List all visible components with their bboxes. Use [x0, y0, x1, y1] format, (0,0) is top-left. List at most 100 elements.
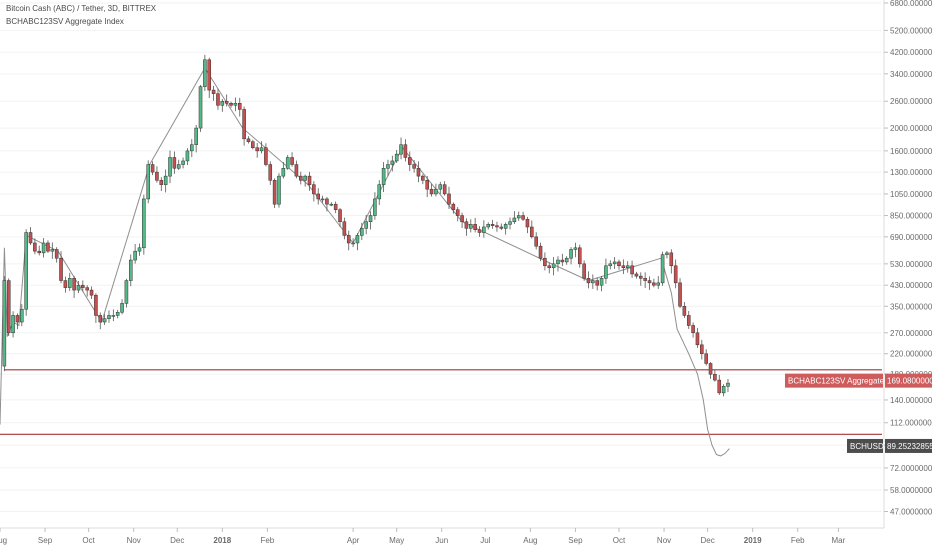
x-tick-label: Mar — [832, 536, 846, 545]
candle-body — [33, 242, 37, 252]
candle-body — [621, 265, 626, 269]
candle-body — [181, 160, 185, 165]
candle-body — [399, 144, 403, 155]
candle-body — [294, 164, 299, 177]
candle-body — [168, 157, 172, 177]
price-label-value: 169.08000000 — [887, 377, 932, 386]
x-tick-label: Oct — [613, 536, 626, 545]
candle-body — [551, 263, 556, 269]
x-tick-label: Aug — [0, 536, 7, 545]
candle-body — [669, 252, 674, 267]
candle-body — [50, 249, 55, 252]
candle-body — [490, 224, 495, 226]
price-label-name-box — [847, 438, 883, 453]
candle-body — [538, 245, 543, 259]
price-label-name: BCHABC123SV Aggregate Index — [788, 377, 906, 386]
candle-body — [455, 209, 460, 216]
candle-body — [242, 109, 246, 140]
candle-body — [717, 379, 722, 394]
candle-body — [429, 188, 434, 195]
candle-body — [499, 226, 504, 229]
candle-body — [303, 175, 307, 181]
candle-body — [307, 175, 312, 185]
candle-body — [442, 184, 447, 195]
x-tick-label: Nov — [657, 536, 671, 545]
candle-body — [377, 184, 382, 200]
candle-body — [412, 164, 416, 169]
candle-body — [381, 168, 386, 185]
candle-body — [486, 224, 490, 228]
candle-body — [41, 242, 46, 254]
candle-body — [229, 102, 233, 106]
candle-body — [312, 184, 316, 195]
chart-grid — [0, 2, 882, 513]
candle-body — [155, 171, 159, 181]
candle-body — [577, 247, 582, 265]
candle-body — [473, 224, 477, 230]
candle-body — [547, 265, 552, 269]
candle-body — [264, 147, 268, 165]
candle-body — [660, 254, 665, 284]
y-tick-label: 72.00000000 — [890, 464, 932, 473]
candle-body — [137, 247, 142, 252]
candle-body — [338, 209, 342, 222]
candle-body — [15, 315, 20, 323]
candle-body — [686, 315, 691, 326]
x-tick-label: Aug — [523, 536, 537, 545]
candle-body — [185, 150, 190, 162]
candle-body — [434, 188, 438, 195]
candle-body — [617, 261, 621, 267]
candle-body — [290, 157, 294, 165]
candle-body — [277, 175, 281, 205]
candle-body — [20, 308, 24, 323]
candle-body — [72, 278, 76, 291]
candle-body — [560, 259, 565, 263]
x-tick-label: Feb — [791, 536, 805, 545]
x-tick-label: Feb — [260, 536, 274, 545]
candle-body — [24, 232, 28, 310]
plot-area — [0, 54, 882, 457]
candle-body — [333, 203, 338, 210]
candle-body — [146, 164, 150, 200]
candle-body — [233, 102, 238, 106]
x-tick-label: Sep — [568, 536, 583, 545]
candle-body — [647, 280, 652, 284]
candle-body — [63, 280, 68, 288]
candle-body — [251, 141, 255, 148]
candle-body — [133, 250, 137, 261]
y-tick-label: 5200.00000000 — [890, 26, 932, 35]
candle-body — [451, 203, 456, 210]
x-tick-label: May — [389, 536, 404, 545]
candle-body — [394, 153, 399, 162]
candle-body — [89, 289, 94, 296]
price-label-value-box — [885, 438, 932, 453]
candle-body — [634, 273, 639, 277]
y-tick-label: 220.00000000 — [890, 350, 932, 359]
y-tick-label: 140.00000000 — [890, 396, 932, 405]
candle-body — [630, 265, 634, 275]
candle-body — [599, 278, 604, 286]
candle-body — [120, 303, 124, 313]
candle-body — [67, 278, 72, 288]
candle-body — [224, 100, 229, 104]
y-tick-label: 1050.00000000 — [890, 190, 932, 199]
candle-body — [390, 160, 395, 165]
candle-body — [416, 168, 421, 177]
y-tick-label: 530.00000000 — [890, 260, 932, 269]
candle-body — [652, 282, 656, 286]
candle-body — [373, 198, 377, 216]
candle-body — [639, 275, 643, 279]
candle-body — [142, 198, 146, 249]
candle-body — [673, 265, 678, 284]
candle-body — [76, 284, 81, 291]
y-tick-label: 1600.00000000 — [890, 147, 932, 156]
x-tick-label: 2019 — [744, 536, 762, 545]
candle-body — [704, 353, 708, 364]
candle-body — [612, 261, 617, 265]
candle-body — [438, 184, 443, 190]
x-tick-label: Dec — [170, 536, 184, 545]
candle-body — [107, 315, 111, 319]
x-tick-label: Sep — [38, 536, 53, 545]
